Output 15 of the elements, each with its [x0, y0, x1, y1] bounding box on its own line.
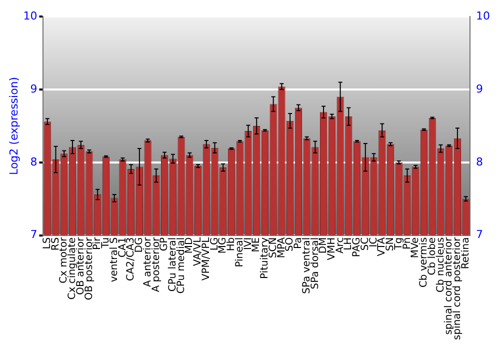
y2-tick-label: 8 [476, 155, 484, 168]
y2-tick-label: 9 [476, 82, 484, 96]
y2-tick-label: 10 [476, 9, 490, 22]
y-tick-label: 7 [30, 228, 38, 242]
y-axis-title: Log2 (expression) [7, 76, 20, 175]
x-tick-label: OB posterior [84, 236, 95, 300]
x-tick-label: Tg [393, 237, 404, 251]
x-tick-label: A posterior [150, 236, 162, 292]
y-tick-label: 9 [30, 82, 38, 96]
x-tick-label: Retina [460, 237, 472, 270]
x-tick-label: Pituitary [260, 237, 271, 280]
y-tick-label: 8 [30, 155, 38, 168]
y2-tick-label: 7 [476, 228, 484, 242]
y-tick-label: 10 [23, 9, 38, 22]
x-tick-label: ME [251, 237, 262, 252]
